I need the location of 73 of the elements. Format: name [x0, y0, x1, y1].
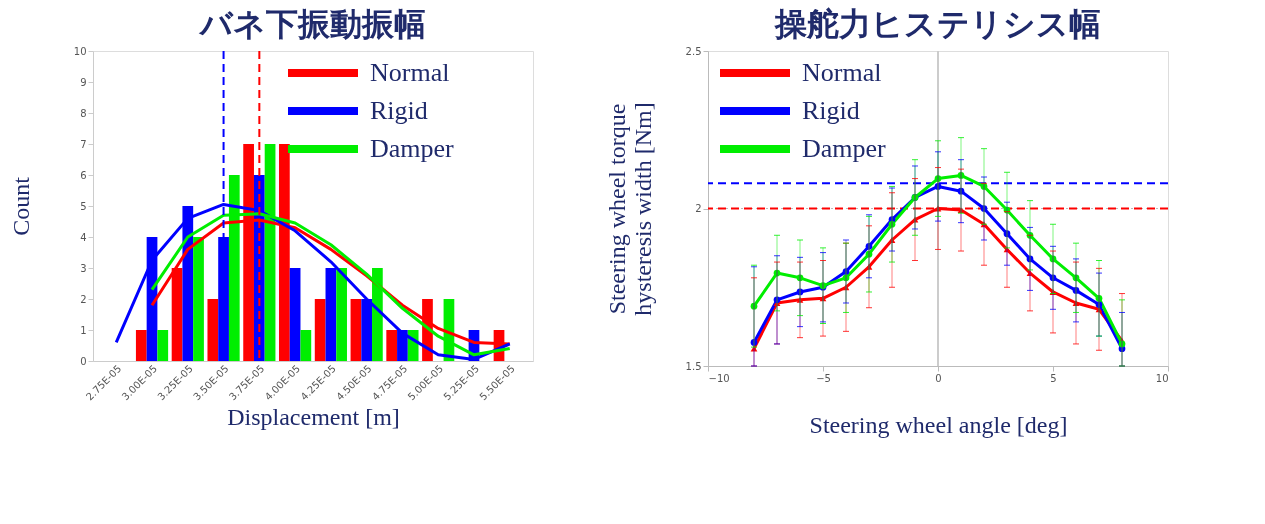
y-tick-label: 1.5 [685, 360, 702, 372]
legend-label: Normal [370, 58, 450, 87]
legend-label: Damper [802, 134, 887, 163]
x-axis-title: Displacement [m] [227, 404, 400, 431]
point [1095, 294, 1103, 302]
point [934, 175, 942, 182]
point [796, 296, 804, 303]
y-tick-label: 6 [80, 169, 87, 181]
x-axis-title: Steering wheel angle [deg] [809, 411, 1068, 438]
x-tick-label: 10 [1155, 372, 1169, 384]
legend-label: Normal [802, 58, 882, 87]
point [980, 205, 988, 212]
point [1049, 274, 1057, 282]
point [980, 183, 988, 190]
point [1072, 300, 1080, 306]
bar [207, 299, 219, 361]
y-tick-label: 7 [80, 138, 87, 150]
y-tick-label: 3 [80, 262, 87, 274]
chart-title: バネ下振動振幅 [198, 5, 426, 43]
point [842, 274, 850, 282]
point [819, 295, 827, 302]
point [888, 237, 896, 243]
point [750, 339, 758, 346]
point [1049, 255, 1057, 263]
legend-label: Rigid [370, 96, 428, 125]
y-tick-label: 5 [80, 200, 87, 212]
point [773, 296, 781, 304]
y-tick-label: 4 [80, 231, 87, 243]
point [934, 205, 942, 212]
point [957, 172, 965, 179]
y-tick-label: 1 [80, 324, 87, 336]
point [957, 187, 965, 195]
point [750, 302, 758, 310]
x-tick-label: 0 [935, 372, 942, 384]
point [934, 183, 942, 190]
bar [135, 330, 147, 361]
point [1003, 230, 1011, 238]
x-tick-label: −5 [816, 372, 831, 384]
point [1026, 255, 1034, 263]
point [1118, 340, 1126, 348]
bar [157, 330, 169, 361]
point [842, 284, 850, 291]
bar [289, 268, 301, 361]
bar [386, 330, 398, 361]
point [865, 250, 873, 258]
point [796, 274, 804, 282]
y-tick-label: 2 [80, 293, 87, 305]
y-tick-label: 2 [695, 203, 702, 214]
point [750, 345, 758, 352]
x-tick-label: 5 [1050, 372, 1057, 384]
point [1095, 301, 1103, 308]
point [1072, 287, 1080, 294]
y-axis-title: Steering wheel torque hysteresis width [Nm] [603, 102, 656, 316]
point [842, 268, 850, 275]
legend-label: Damper [370, 134, 455, 163]
point [888, 220, 896, 228]
y-tick-label: 10 [73, 45, 87, 57]
legend-label: Rigid [802, 96, 860, 125]
y-tick-label: 9 [80, 76, 87, 88]
y-axis-title: Count [7, 176, 34, 236]
point [865, 242, 873, 250]
bar [314, 299, 326, 361]
point [773, 269, 781, 277]
y-tick-label: 2.5 [685, 45, 702, 57]
y-tick-label: 8 [80, 107, 87, 119]
bar [350, 299, 362, 361]
bar [300, 330, 312, 361]
x-tick-label: −10 [708, 372, 730, 384]
point [796, 288, 804, 296]
point [1072, 274, 1080, 282]
bar [336, 268, 347, 361]
chart-title: 操舵力ヒステリシス幅 [774, 5, 1101, 43]
bar [193, 237, 204, 361]
